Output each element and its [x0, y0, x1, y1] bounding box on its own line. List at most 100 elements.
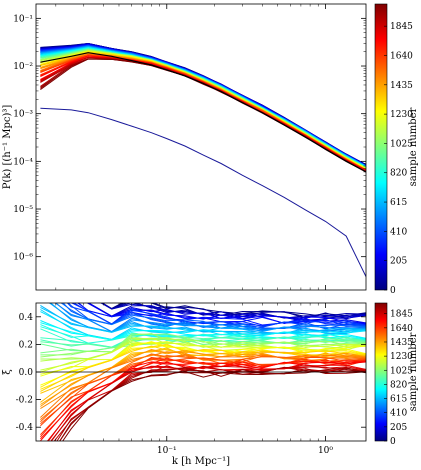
colorbar-tick-label: 820: [390, 380, 407, 390]
colorbar-tick-label: 820: [390, 169, 407, 179]
colorbar-top-label: sample number: [408, 107, 419, 186]
power-spectrum-series: [40, 43, 366, 166]
power-spectrum-series: [40, 53, 366, 171]
deviation-y-label: ξ: [2, 369, 13, 375]
deviation-x-label: k [h Mpc⁻¹]: [172, 456, 230, 467]
power-spectrum-series: [40, 44, 366, 167]
power-spectrum-series: [40, 51, 366, 170]
y-tick-label: -0.2: [16, 396, 33, 406]
deviation-lines: [36, 303, 366, 441]
colorbar-top-ticks: 0 205 410 615 820 1025 1230 1435 1640 1845: [384, 22, 413, 296]
power-spectrum-series: [40, 45, 366, 167]
colorbar-tick-label: 1845: [390, 310, 413, 320]
power-spectrum-series: [40, 49, 366, 169]
deviation-series: [50, 365, 366, 441]
power-spectrum-series: [40, 47, 366, 168]
deviation-series: [54, 303, 366, 333]
power-spectrum-series: [40, 53, 366, 171]
power-spectrum-lines: [40, 42, 366, 277]
power-spectrum-series: [40, 48, 366, 169]
deviation-series: [40, 306, 366, 335]
power-spectrum-series: [40, 43, 366, 166]
deviation-series: [87, 303, 366, 319]
power-spectrum-series: [40, 45, 366, 167]
power-spectrum-ticks: 10⁻⁶ 10⁻⁵ 10⁻⁴ 10⁻³ 10⁻² 10⁻¹: [13, 4, 366, 290]
power-spectrum-series: [40, 56, 366, 172]
power-spectrum-series: [40, 42, 366, 166]
colorbar-tick-label: 1435: [390, 81, 413, 91]
colorbar-tick-label: 615: [390, 395, 407, 405]
colorbar-tick-label: 615: [390, 198, 407, 208]
power-spectrum-series: [40, 47, 366, 167]
power-spectrum-series: [40, 51, 366, 170]
power-spectrum-series: [40, 48, 366, 169]
deviation-series: [77, 303, 366, 326]
power-spectrum-series: [40, 52, 366, 171]
deviation-series: [53, 366, 366, 441]
deviation-series: [40, 356, 366, 425]
deviation-ticks: 10⁻¹ 10⁰ 0.4 0.2 0.0 -0.2 -0.4: [16, 303, 366, 456]
deviation-series: [86, 303, 366, 325]
x-tick-label: 10⁰: [318, 446, 333, 456]
power-spectrum-series: [40, 56, 366, 173]
x-tick-label: 10⁻¹: [157, 446, 177, 456]
y-tick-label: 10⁻³: [13, 110, 33, 120]
colorbar-tick-label: 1640: [390, 51, 413, 61]
colorbar-tick-label: 205: [390, 257, 407, 267]
deviation-series: [40, 336, 366, 349]
reference-series: [40, 52, 366, 173]
power-spectrum-series: [40, 43, 366, 166]
colorbar-tick-label: 1230: [390, 110, 413, 120]
power-spectrum-series: [40, 47, 366, 168]
deviation-series: [40, 339, 366, 354]
power-spectrum-series: [40, 50, 366, 169]
deviation-series: [40, 333, 366, 358]
colorbar-tick-label: 1230: [390, 352, 413, 362]
colorbar-tick-label: 1845: [390, 22, 413, 32]
colorbar-tick-label: 1640: [390, 324, 413, 334]
power-spectrum-series: [40, 53, 366, 171]
colorbar-bottom: 0 205 410 615 820 1025 1230 1435 1640 1845 sample…: [374, 302, 419, 447]
colorbar-top: 0 205 410 615 820 1025 1230 1435 1640 1845 sample…: [374, 3, 419, 296]
y-tick-label: 0.2: [19, 340, 33, 350]
y-tick-label: 0.0: [19, 368, 34, 378]
colorbar-tick-label: 410: [390, 227, 407, 237]
power-spectrum-y-label: P(k) [(h⁻¹ Mpc)³]: [2, 105, 13, 190]
outlier-series: [40, 107, 366, 277]
power-spectrum-series: [40, 48, 366, 169]
deviation-series: [50, 364, 366, 441]
power-spectrum-series: [40, 50, 366, 169]
power-spectrum-series: [40, 53, 366, 171]
y-tick-label: 10⁻²: [13, 62, 33, 72]
power-spectrum-series: [40, 51, 366, 169]
colorbar-tick-label: 205: [390, 423, 407, 433]
power-spectrum-series: [40, 54, 366, 171]
y-tick-label: 10⁻⁴: [13, 157, 33, 167]
deviation-series: [40, 326, 366, 344]
power-spectrum-series: [40, 50, 366, 169]
colorbar-tick-label: 0: [390, 286, 396, 296]
colorbar-tick-label: 1025: [390, 139, 413, 149]
power-spectrum-series: [40, 46, 366, 167]
colorbar-bottom-bar: [374, 302, 388, 442]
power-spectrum-series: [40, 44, 366, 167]
power-spectrum-series: [40, 45, 366, 167]
power-spectrum-series: [40, 52, 366, 171]
power-spectrum-panel: 10⁻⁶ 10⁻⁵ 10⁻⁴ 10⁻³ 10⁻² 10⁻¹ P(k) [(h⁻¹ Mpc)…: [2, 3, 367, 291]
deviation-panel: 10⁻¹ 10⁰ 0.4 0.2 0.0 -0.2 -0.4 ξ k [h Mpc⁻¹]: [2, 302, 367, 467]
power-spectrum-series: [40, 45, 366, 167]
power-spectrum-series: [40, 47, 366, 168]
power-spectrum-series: [40, 56, 366, 171]
colorbar-tick-label: 0: [390, 437, 396, 447]
deviation-series: [40, 361, 366, 441]
colorbar-top-bar: [374, 3, 388, 291]
y-tick-label: -0.4: [16, 423, 34, 433]
power-spectrum-series: [40, 46, 366, 167]
y-tick-label: 10⁻⁵: [13, 205, 33, 215]
power-spectrum-series: [40, 44, 366, 167]
power-spectrum-series: [40, 50, 366, 169]
deviation-series: [40, 345, 366, 392]
power-spectrum-series: [40, 49, 366, 169]
power-spectrum-series: [40, 52, 366, 171]
